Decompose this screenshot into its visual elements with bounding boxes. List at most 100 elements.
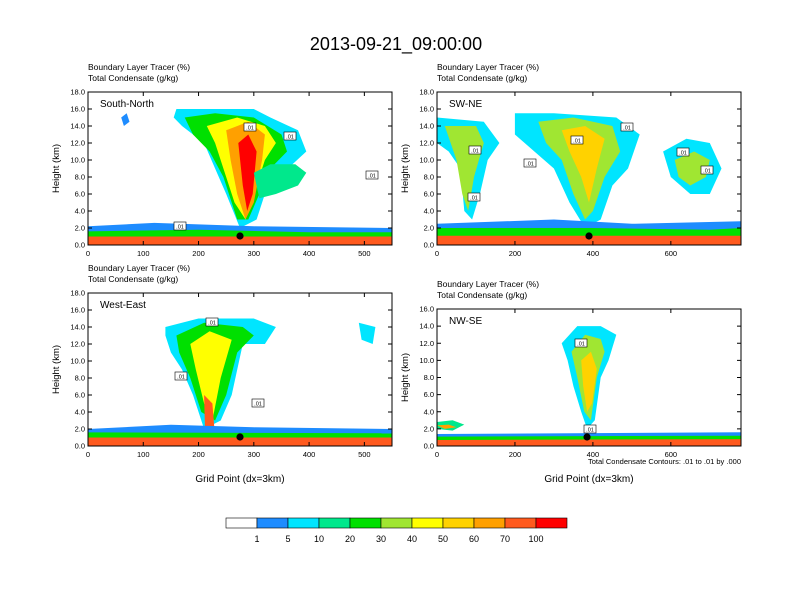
y-tick-label: 8.0 [75,374,85,383]
y-tick-label: 18.0 [70,88,85,97]
x-tick-label: 500 [358,249,371,258]
x-tick-label: 0 [435,450,439,459]
y-tick-label: 16.0 [70,105,85,114]
x-tick-label: 500 [358,450,371,459]
y-tick-label: 0.0 [75,241,85,250]
tracer-region [437,424,457,429]
tracer-region [581,351,597,412]
contour-footnote: Total Condensate Contours: .01 to .01 by… [588,457,741,466]
tracer-region [561,126,605,203]
tracer-field [437,113,741,245]
colorbar-label: 60 [469,534,479,544]
x-tick-label: 100 [137,249,150,258]
tracer-region [437,235,741,245]
panel-header-condensate: Total Condensate (g/kg) [88,274,178,284]
panel-sw-ne: Boundary Layer Tracer (%)Total Condensat… [400,62,742,258]
contour-label: .01 [679,151,687,157]
x-axis-label: Grid Point (dx=3km) [195,474,284,485]
colorbar-swatch [287,517,320,529]
tracer-region [88,437,392,446]
contour-label: .01 [586,428,594,434]
x-tick-label: 600 [665,450,678,459]
station-marker [585,232,593,240]
panel-nw-se: Boundary Layer Tracer (%) Total Condensat… [400,279,742,485]
tracer-field [437,326,741,446]
y-axis-label: Height (km) [51,345,62,394]
tracer-region [358,322,376,344]
colorbar-swatch [504,517,537,529]
colorbar-swatch [442,517,475,529]
panel-name: NW-SE [449,316,482,327]
x-tick-label: 300 [248,249,261,258]
y-tick-label: 2.0 [75,224,85,233]
y-tick-label: 0.0 [424,241,434,250]
y-tick-label: 4.0 [424,407,434,416]
colorbar-label: 30 [376,534,386,544]
contour-label-box [523,158,537,168]
contour-label-box [467,192,481,202]
x-tick-label: 100 [137,450,150,459]
y-tick-label: 6.0 [75,190,85,199]
panel-south-north: Boundary Layer Tracer (%)Total Condensat… [51,62,393,258]
y-tick-label: 2.0 [75,425,85,434]
y-tick-label: 8.0 [424,173,434,182]
x-tick-label: 600 [665,249,678,258]
y-tick-label: 14.0 [70,122,85,131]
colorbar-label: 5 [285,534,290,544]
y-tick-label: 14.0 [419,122,434,131]
contour-label: .01 [470,196,478,202]
colorbar-label: 10 [314,534,324,544]
colorbar-label: 1 [254,534,259,544]
y-tick-label: 8.0 [75,173,85,182]
station-marker [236,433,244,441]
panel-header-tracer: Boundary Layer Tracer (%) [437,279,539,289]
y-tick-label: 4.0 [424,207,434,216]
y-tick-label: 16.0 [70,306,85,315]
contour-label: .01 [208,321,216,327]
colorbar-label: 70 [500,534,510,544]
y-tick-label: 8.0 [424,373,434,382]
contour-label: .01 [368,174,376,180]
colorbar-swatch [256,517,289,529]
colorbar-swatch [349,517,382,529]
y-tick-label: 16.0 [419,105,434,114]
y-tick-label: 0.0 [424,442,434,451]
contour-label-box [574,338,588,348]
y-tick-label: 12.0 [419,139,434,148]
y-tick-label: 12.0 [70,139,85,148]
y-tick-label: 4.0 [75,408,85,417]
tracer-field [88,318,392,446]
contour-label: .01 [526,162,534,168]
y-tick-label: 10.0 [70,156,85,165]
colorbar-label: 50 [438,534,448,544]
y-axis-label: Height (km) [400,353,411,402]
contour-label: .01 [254,402,262,408]
x-tick-label: 400 [587,450,600,459]
contour-label: .01 [703,169,711,175]
colorbar-swatch [411,517,444,529]
plot-frame [87,292,393,447]
tracer-region [190,331,232,421]
contour-label-box [700,165,714,175]
contour-label: .01 [471,149,479,155]
tracer-region [437,439,741,446]
panel-header-condensate: Total Condensate (g/kg) [88,73,178,83]
contour-label: .01 [286,135,294,141]
x-tick-label: 0 [435,249,439,258]
panel-name: West-East [100,300,146,311]
y-tick-label: 18.0 [70,289,85,298]
colorbar-swatch [535,517,568,529]
colorbar-label: 100 [528,534,543,544]
y-tick-label: 12.0 [70,340,85,349]
x-tick-label: 400 [587,249,600,258]
panel-header-tracer: Boundary Layer Tracer (%) [88,62,190,72]
x-tick-label: 200 [509,249,522,258]
colorbar-swatch [380,517,413,529]
x-tick-label: 200 [509,450,522,459]
x-axis-label: Grid Point (dx=3km) [544,474,633,485]
y-tick-label: 16.0 [419,305,434,314]
plot-frame [87,91,393,246]
x-tick-label: 400 [303,450,316,459]
y-tick-label: 6.0 [424,190,434,199]
tracer-field [88,109,392,245]
